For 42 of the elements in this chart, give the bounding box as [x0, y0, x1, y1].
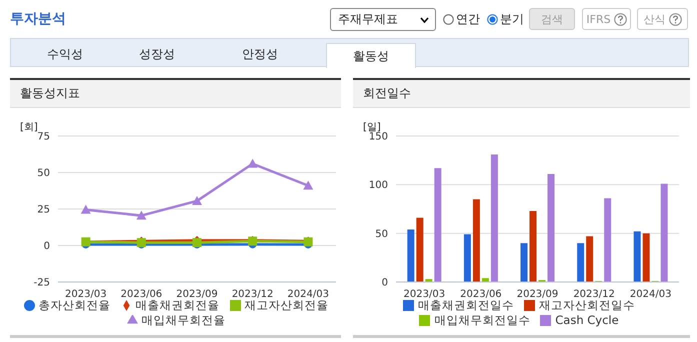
legend-label: 재고자산회전율	[244, 298, 328, 312]
text: 연간	[455, 11, 480, 28]
text: 산식	[637, 8, 688, 30]
legend-label: 매출채권회전일수	[418, 298, 514, 312]
chart-title: 활동성지표	[10, 78, 341, 108]
text: 활동성	[326, 43, 416, 68]
x-tick-label: 2023/09	[176, 289, 218, 300]
legend-label: 매입채무회전일수	[434, 313, 530, 327]
text: 수익성	[46, 46, 84, 62]
x-tick-label: 2023/12	[573, 289, 615, 300]
x-tick-label: 2023/06	[460, 289, 502, 300]
x-tick-label: 2023/06	[120, 289, 162, 300]
text: 검색	[529, 8, 575, 30]
y-tick-label: 100	[368, 180, 388, 192]
text: 분기	[499, 11, 524, 28]
y-tick-label: -25	[34, 278, 50, 289]
x-tick-label: 2023/03	[404, 289, 446, 300]
y-tick-label: 0	[382, 278, 388, 289]
x-tick-label: 2023/09	[516, 289, 558, 300]
text: IFRS	[582, 8, 631, 30]
y-tick-label: 50	[375, 228, 388, 240]
y-axis-title: [회]	[20, 121, 38, 134]
y-tick-label: 150	[368, 132, 388, 143]
dropdown-field: 주재무제표	[330, 8, 436, 31]
legend-label: Cash Cycle	[555, 313, 619, 327]
x-tick-label: 2023/12	[232, 289, 274, 300]
legend-label: 총자산회전율	[38, 298, 110, 312]
y-tick-label: 50	[37, 168, 50, 180]
text: 안정성	[241, 46, 279, 62]
x-tick-label: 2023/03	[65, 289, 107, 300]
legend-label: 매입채무회전율	[142, 313, 226, 327]
text: 성장성	[138, 46, 176, 62]
y-tick-label: 75	[37, 132, 50, 143]
y-axis-title: [일]	[363, 121, 381, 133]
chart-title: 회전일수	[353, 78, 690, 108]
x-tick-label: 2024/03	[630, 289, 672, 300]
x-tick-label: 2024/03	[287, 289, 329, 300]
legend-label: 재고자산회전일수	[539, 298, 635, 312]
legend-label: 매출채권회전율	[136, 298, 220, 312]
y-tick-label: 0	[44, 241, 50, 252]
y-tick-label: 25	[37, 204, 50, 216]
text: 투자분석	[10, 10, 66, 28]
